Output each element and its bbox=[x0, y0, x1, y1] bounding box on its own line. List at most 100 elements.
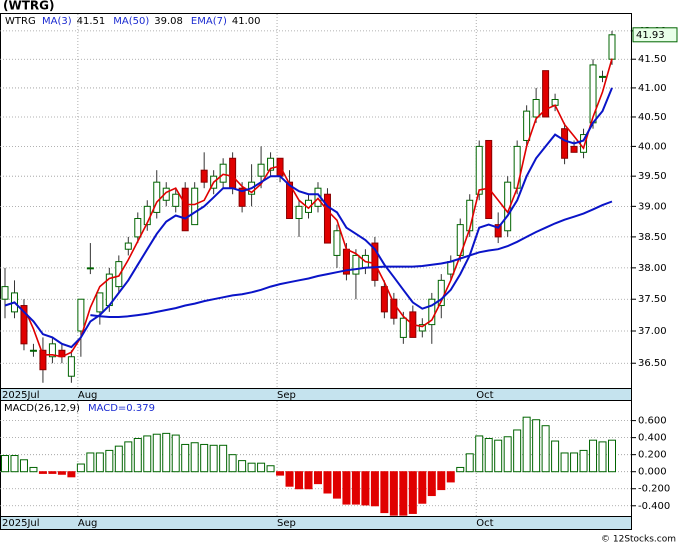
macd-bar bbox=[67, 471, 76, 478]
candle-body bbox=[96, 292, 104, 313]
legend-value: 39.08 bbox=[154, 16, 183, 27]
candle-body bbox=[542, 70, 550, 118]
candle-body bbox=[561, 128, 569, 159]
macd-bar bbox=[257, 462, 266, 473]
macd-bar bbox=[19, 459, 28, 473]
y-tick-label: -0.400 bbox=[638, 501, 670, 512]
ma-line bbox=[23, 58, 613, 358]
legend-name: MA(50) bbox=[113, 16, 149, 27]
candle-body bbox=[20, 305, 28, 345]
candle-body bbox=[115, 261, 123, 288]
candle-body bbox=[286, 181, 294, 220]
y-tick-label: 36.50 bbox=[638, 358, 667, 369]
macd-bar bbox=[437, 471, 446, 491]
candle-body bbox=[219, 163, 227, 183]
y-tick-label: 0.400 bbox=[638, 433, 667, 444]
macd-bar bbox=[551, 440, 560, 473]
y-tick-label: 39.00 bbox=[638, 201, 667, 212]
price-box bbox=[632, 27, 678, 43]
macd-bar bbox=[190, 442, 199, 473]
candle-body bbox=[447, 261, 455, 275]
macd-bar bbox=[351, 471, 360, 505]
candle-body bbox=[134, 218, 142, 238]
macd-bar bbox=[342, 471, 351, 505]
macd-bar bbox=[608, 439, 616, 473]
y-tick-label: 0.600 bbox=[638, 416, 667, 427]
macd-bar bbox=[589, 439, 598, 473]
x-tick-label: 2025Jul bbox=[2, 518, 40, 529]
chart-title: (WTRG) bbox=[3, 0, 54, 13]
candle-body bbox=[485, 139, 493, 220]
macd-bar bbox=[370, 471, 379, 507]
y-tick-label: 39.50 bbox=[638, 171, 667, 182]
macd-bar bbox=[228, 454, 237, 473]
macd-bar bbox=[570, 452, 579, 473]
macd-bar bbox=[285, 471, 294, 487]
candle-body bbox=[267, 157, 275, 171]
x-tick-label: Aug bbox=[78, 390, 98, 401]
y-tick-label: 41.00 bbox=[638, 83, 667, 94]
macd-bar bbox=[389, 471, 398, 516]
macd-bar bbox=[57, 471, 66, 475]
price-label: 41.93 bbox=[636, 30, 665, 41]
macd-title: MACD(26,12,9) bbox=[4, 403, 80, 414]
macd-bar bbox=[200, 443, 209, 473]
candle-body bbox=[589, 64, 597, 124]
macd-bar bbox=[181, 443, 190, 473]
y-tick-label: 37.00 bbox=[638, 326, 667, 337]
candle-body bbox=[523, 110, 531, 141]
macd-bar bbox=[408, 471, 417, 514]
candle-body bbox=[599, 75, 607, 78]
y-tick-label: 41.50 bbox=[638, 54, 667, 65]
macd-bar bbox=[598, 441, 607, 473]
macd-bar bbox=[579, 449, 588, 473]
macd-bar bbox=[304, 471, 313, 490]
macd-bar bbox=[380, 471, 389, 514]
legend-name: MA(3) bbox=[42, 16, 72, 27]
candle-body bbox=[200, 169, 208, 183]
candle-body bbox=[399, 317, 407, 338]
candle-body bbox=[333, 230, 341, 256]
macd-bar bbox=[427, 471, 436, 497]
candle-body bbox=[67, 356, 75, 377]
y-tick-label: 40.00 bbox=[638, 141, 667, 152]
macd-bar bbox=[295, 471, 304, 490]
x-tick-label: Oct bbox=[476, 390, 493, 401]
candle-body bbox=[162, 187, 170, 201]
macd-bar bbox=[1, 455, 9, 473]
date-strip bbox=[0, 516, 632, 530]
legend-name: EMA(7) bbox=[191, 16, 227, 27]
macd-bar bbox=[276, 471, 285, 476]
candle-body bbox=[39, 349, 47, 371]
x-tick-label: Sep bbox=[277, 390, 296, 401]
candle-body bbox=[371, 242, 379, 281]
macd-bar bbox=[219, 444, 228, 473]
macd-bar bbox=[133, 437, 142, 473]
candle-body bbox=[380, 286, 388, 313]
ma-line bbox=[4, 87, 613, 349]
x-tick-label: 2025Jul bbox=[2, 390, 40, 401]
candle-body bbox=[29, 349, 37, 352]
macd-bar bbox=[29, 466, 38, 473]
y-tick-label: 38.50 bbox=[638, 232, 667, 243]
candle-body bbox=[229, 157, 237, 189]
macd-bar bbox=[503, 436, 512, 473]
y-tick-label: 0.000 bbox=[638, 467, 667, 478]
macd-bar bbox=[162, 432, 171, 473]
candle-body bbox=[86, 267, 94, 270]
candle-body bbox=[181, 187, 189, 232]
candle-body bbox=[191, 187, 199, 226]
macd-bar bbox=[475, 435, 484, 473]
macd-bar bbox=[38, 471, 47, 474]
candle-body bbox=[418, 324, 426, 332]
macd-value: MACD=0.379 bbox=[88, 403, 155, 414]
x-tick-label: Aug bbox=[78, 518, 98, 529]
macd-bar bbox=[247, 462, 256, 473]
candle-body bbox=[1, 286, 9, 300]
macd-bar bbox=[532, 419, 541, 473]
candle-body bbox=[475, 145, 483, 195]
candle-body bbox=[172, 193, 180, 207]
macd-bar bbox=[124, 441, 133, 473]
macd-bar bbox=[332, 471, 341, 499]
